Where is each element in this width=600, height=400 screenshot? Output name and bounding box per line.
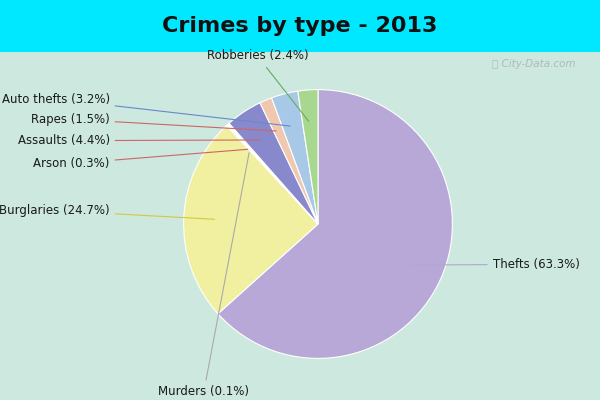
Wedge shape bbox=[227, 125, 318, 224]
Text: Crimes by type - 2013: Crimes by type - 2013 bbox=[163, 16, 437, 36]
Text: Murders (0.1%): Murders (0.1%) bbox=[158, 153, 249, 398]
Wedge shape bbox=[184, 126, 318, 314]
Wedge shape bbox=[260, 98, 318, 224]
Text: Auto thefts (3.2%): Auto thefts (3.2%) bbox=[2, 92, 290, 126]
Text: Assaults (4.4%): Assaults (4.4%) bbox=[17, 134, 260, 147]
Text: ⓘ City-Data.com: ⓘ City-Data.com bbox=[492, 59, 575, 69]
Wedge shape bbox=[218, 90, 452, 358]
Text: Burglaries (24.7%): Burglaries (24.7%) bbox=[0, 204, 215, 219]
Wedge shape bbox=[227, 123, 318, 224]
Text: Rapes (1.5%): Rapes (1.5%) bbox=[31, 113, 276, 131]
Text: Arson (0.3%): Arson (0.3%) bbox=[34, 149, 248, 170]
Text: Robberies (2.4%): Robberies (2.4%) bbox=[207, 50, 308, 121]
Text: Thefts (63.3%): Thefts (63.3%) bbox=[413, 258, 580, 271]
Wedge shape bbox=[272, 91, 318, 224]
Wedge shape bbox=[229, 103, 318, 224]
Wedge shape bbox=[298, 90, 318, 224]
